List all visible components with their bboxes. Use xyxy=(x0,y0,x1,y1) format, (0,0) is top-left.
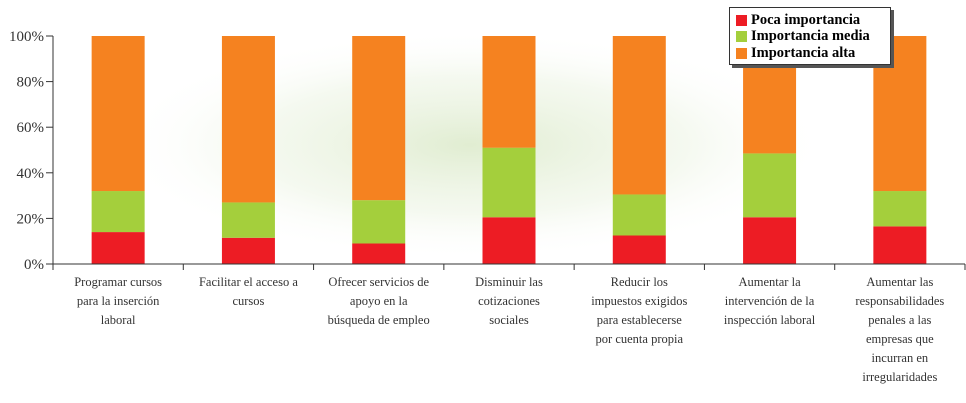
bar-segment-2-category-7 xyxy=(873,191,927,227)
bar-segment-2-category-3 xyxy=(352,200,406,244)
legend-item-importancia-alta: Importancia alta xyxy=(736,45,890,62)
x-tick-label-line: empresas que xyxy=(866,332,934,346)
x-tick-label-line: para establecerse xyxy=(596,313,682,327)
y-tick-label: 60% xyxy=(17,120,45,136)
bar-segment-1-category-1 xyxy=(91,232,145,264)
x-tick-label-line: Aumentar la xyxy=(738,275,801,289)
axes: 0% 20% 40% 60% 80% 100% xyxy=(9,29,966,273)
x-tick-label-line: inspección laboral xyxy=(723,313,816,327)
bars xyxy=(91,36,927,264)
x-tick-label-line: Programar cursos xyxy=(74,275,163,289)
x-tick-label-line: incurran en xyxy=(871,351,929,365)
bar-segment-1-category-6 xyxy=(743,217,797,264)
y-tick-label: 40% xyxy=(17,166,45,182)
x-tick-label-4: Disminuir las cotizaciones sociales xyxy=(447,273,571,330)
bar-segment-1-category-7 xyxy=(873,226,927,264)
legend-item-importancia-media: Importancia media xyxy=(736,28,890,46)
x-tick-label-line: cursos xyxy=(232,294,265,308)
y-tick-label: 80% xyxy=(17,75,45,91)
legend-swatch-green xyxy=(736,31,747,43)
bar-segment-3-category-4 xyxy=(482,36,536,148)
legend-label: Importancia media xyxy=(751,28,870,45)
y-tick-label: 100% xyxy=(9,29,44,45)
background-glow xyxy=(110,30,830,260)
bar-segment-1-category-4 xyxy=(482,217,536,264)
x-tick-label-2: Facilitar el acceso a cursos xyxy=(186,273,310,311)
x-tick-label-line: cotizaciones xyxy=(478,294,540,308)
x-tick-label-1: Programar cursos para la inserción laboral xyxy=(56,273,180,330)
x-tick-label-line: por cuenta propia xyxy=(595,332,684,346)
legend-swatch-red xyxy=(736,14,747,26)
legend: Poca importancia Importancia media Impor… xyxy=(729,7,891,65)
x-tick-label-line: para la inserción xyxy=(76,294,160,308)
x-tick-label-line: laboral xyxy=(100,313,136,327)
x-tick-label-line: responsabilidades xyxy=(855,294,945,308)
bar-segment-3-category-3 xyxy=(352,36,406,201)
bar-segment-3-category-1 xyxy=(91,36,145,192)
x-tick-label-line: Facilitar el acceso a xyxy=(198,275,298,289)
x-tick-label-5: Reducir los impuestos exigidos para establ… xyxy=(577,273,701,349)
bar-segment-2-category-1 xyxy=(91,191,145,233)
legend-swatch-orange xyxy=(736,47,747,59)
x-tick-label-line: apoyo en la xyxy=(349,294,408,308)
bar-segment-2-category-4 xyxy=(482,147,536,218)
bar-segment-2-category-6 xyxy=(743,153,797,218)
x-tick-label-6: Aumentar la intervención de la inspección … xyxy=(708,273,832,330)
bar-segment-1-category-3 xyxy=(352,243,406,264)
y-tick-label: 0% xyxy=(24,257,44,273)
bar-segment-1-category-5 xyxy=(612,235,666,264)
x-tick-label-line: Reducir los xyxy=(610,275,668,289)
legend-item-poca-importancia: Poca importancia xyxy=(736,12,890,29)
y-tick-label: 20% xyxy=(17,211,45,227)
x-tick-label-line: Aumentar las xyxy=(866,275,934,289)
x-tick-label-line: intervención de la xyxy=(724,294,815,308)
bar-segment-1-category-2 xyxy=(221,237,275,264)
bar-segment-3-category-5 xyxy=(612,36,666,195)
bar-segment-2-category-5 xyxy=(612,194,666,236)
legend-label: Poca importancia xyxy=(751,11,861,28)
x-tick-label-7: Aumentar las responsabilidades penales a l… xyxy=(838,273,962,387)
x-tick-label-line: penales a las xyxy=(868,313,932,327)
bar-segment-3-category-2 xyxy=(221,36,275,203)
x-tick-label-3: Ofrecer servicios de apoyo en la búsqueda … xyxy=(317,273,441,330)
x-tick-label-line: Disminuir las xyxy=(475,275,543,289)
bar-segment-2-category-2 xyxy=(221,202,275,238)
x-tick-label-line: impuestos exigidos xyxy=(591,294,688,308)
x-tick-label-line: sociales xyxy=(489,313,529,327)
x-tick-label-line: irregularidades xyxy=(862,370,938,384)
x-tick-label-line: Ofrecer servicios de xyxy=(328,275,430,289)
x-tick-label-line: búsqueda de empleo xyxy=(327,313,430,327)
legend-label: Importancia alta xyxy=(751,44,856,61)
